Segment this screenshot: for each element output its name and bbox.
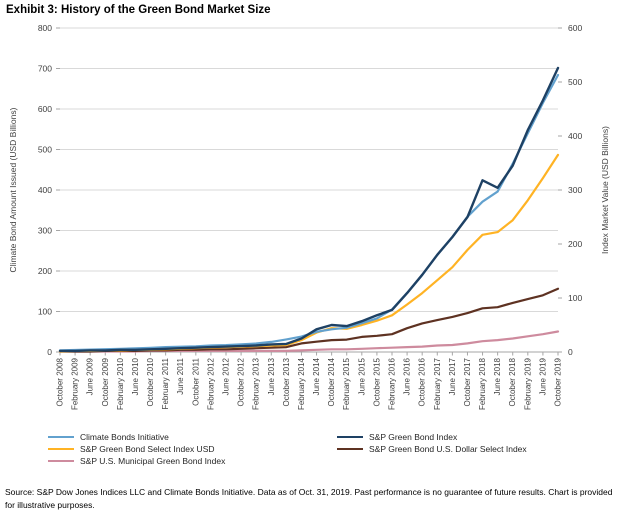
legend-item: S&P U.S. Municipal Green Bond Index [48, 456, 225, 466]
right-axis-tick-label: 300 [568, 185, 582, 195]
x-axis-tick-label: October 2008 [56, 357, 65, 406]
x-axis-tick-label: October 2015 [372, 357, 381, 406]
right-axis-tick-label: 500 [568, 77, 582, 87]
series-line-s-p-green-bond-select-index-usd [58, 153, 560, 353]
legend-right-column: S&P Green Bond Index S&P Green Bond U.S.… [337, 432, 527, 454]
green-bond-market-chart: 800 700 600 500 400 300 200 100 0 600 500 400 300 200… [8, 23, 610, 410]
right-axis-tick-label: 600 [568, 23, 582, 33]
x-axis-tick-label: February 2017 [433, 357, 442, 410]
x-axis-tick-label: October 2012 [237, 357, 246, 406]
left-axis-tick-label: 200 [38, 266, 52, 276]
x-axis-tick-label: February 2009 [71, 357, 80, 410]
legend-left-column: Climate Bonds Initiative S&P Green Bond … [48, 432, 225, 466]
x-axis-tick-label: February 2013 [252, 357, 261, 410]
x-axis-tick-label: February 2012 [206, 357, 215, 410]
legend-label: Climate Bonds Initiative [80, 432, 169, 442]
x-axis-tick-label: June 2019 [538, 357, 547, 395]
right-axis-title: Index Market Value (USD Billions) [600, 126, 610, 254]
legend-label: S&P Green Bond U.S. Dollar Select Index [369, 444, 527, 454]
left-axis-title: Climate Bond Amount Issued (USD Billions… [8, 107, 18, 272]
legend-line-swatch-climate-bonds [48, 435, 74, 439]
x-axis-tick-label: June 2011 [176, 357, 185, 394]
series-line-s-p-green-bond-index [58, 66, 560, 353]
x-axis-tick-label: February 2015 [342, 357, 351, 410]
right-axis-tick-label: 200 [568, 239, 582, 249]
x-axis-tick-label: October 2014 [327, 357, 336, 406]
legend-label: S&P U.S. Municipal Green Bond Index [80, 456, 226, 466]
left-axis-tick-label: 300 [38, 226, 52, 236]
legend-item: Climate Bonds Initiative [48, 432, 225, 442]
left-axis-tick-label: 100 [38, 307, 52, 317]
legend-item: S&P Green Bond Index [337, 432, 527, 442]
x-axis-tick-label: February 2014 [297, 357, 306, 410]
legend-item: S&P Green Bond Select Index USD [48, 444, 225, 454]
x-axis-tick-label: June 2009 [86, 357, 95, 395]
x-axis-tick-label: October 2017 [463, 357, 472, 406]
left-axis-tick-label: 600 [38, 104, 52, 114]
x-axis-tick-label: February 2019 [523, 357, 532, 410]
x-axis-tick-label: June 2013 [267, 357, 276, 395]
legend-line-swatch-select-index-usd [48, 447, 74, 451]
x-axis-tick-label: February 2016 [388, 357, 397, 410]
x-axis-tick-label: June 2018 [493, 357, 502, 395]
x-axis-tick-label: October 2010 [146, 357, 155, 406]
left-axis-tick-label: 700 [38, 64, 52, 74]
legend-line-swatch-usd-select-index [337, 447, 363, 451]
left-axis-tick-label: 800 [38, 23, 52, 33]
x-axis-tick-label: June 2012 [222, 357, 231, 395]
left-axis-tick-label: 500 [38, 145, 52, 155]
legend-item: S&P Green Bond U.S. Dollar Select Index [337, 444, 527, 454]
x-axis-tick-label: February 2010 [116, 357, 125, 410]
x-axis-tick-label: October 2019 [554, 357, 563, 406]
legend-label: S&P Green Bond Index [369, 432, 458, 442]
left-axis-tick-label: 0 [47, 347, 52, 357]
source-note: Source: S&P Dow Jones Indices LLC and Cl… [5, 487, 613, 510]
x-axis-tick-label: June 2015 [357, 357, 366, 395]
x-axis-tick-label: June 2016 [403, 357, 412, 395]
x-axis-tick-label: February 2018 [478, 357, 487, 410]
x-axis-tick-label: October 2009 [101, 357, 110, 406]
x-axis-tick-label: June 2014 [312, 357, 321, 395]
right-axis-tick-label: 0 [568, 347, 573, 357]
x-axis-tick-label: October 2018 [508, 357, 517, 406]
legend-line-swatch-municipal-index [48, 459, 74, 463]
x-axis-tick-label: October 2016 [418, 357, 427, 406]
right-axis-tick-label: 100 [568, 293, 582, 303]
left-axis-tick-label: 400 [38, 185, 52, 195]
x-axis-tick-label: October 2011 [191, 357, 200, 405]
legend-line-swatch-green-bond-index [337, 435, 363, 439]
x-axis-tick-label: February 2011 [161, 357, 170, 409]
x-axis-tick-label: June 2010 [131, 357, 140, 395]
chart-title: Exhibit 3: History of the Green Bond Mar… [6, 4, 271, 16]
x-axis-tick-label: June 2017 [448, 357, 457, 395]
right-axis-tick-label: 400 [568, 131, 582, 141]
x-axis-tick-label: October 2013 [282, 357, 291, 406]
legend-label: S&P Green Bond Select Index USD [80, 444, 215, 454]
